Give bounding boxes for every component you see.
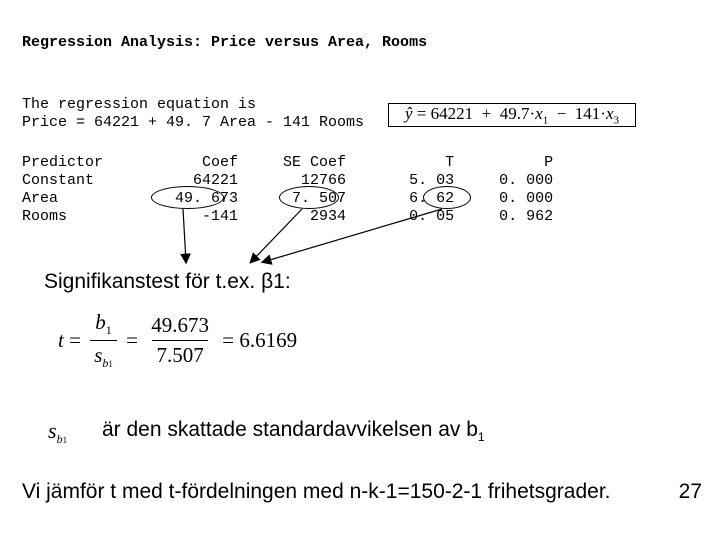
- t-result: 6.6169: [239, 328, 297, 353]
- t-denominator: 7.507: [152, 340, 207, 368]
- equation-intro: The regression equation is: [22, 96, 256, 113]
- title: Regression Analysis: Price versus Area, …: [22, 34, 427, 51]
- regression-table: Predictor Coef SE Coef T P Constant 6422…: [22, 154, 553, 226]
- sb-description: är den skattade standardavvikelsen av b1: [102, 418, 485, 444]
- t-formula: t = b1 sb1 = 49.673 7.507 = 6.6169: [58, 310, 297, 371]
- significance-test-label: Signifikanstest för t.ex. β1:: [44, 270, 291, 294]
- t-numerator: 49.673: [147, 313, 213, 340]
- equation-text: Price = 64221 + 49. 7 Area - 141 Rooms: [22, 114, 364, 131]
- equation-box: ŷ = 64221 + 49.7·x1 − 141·x3: [388, 103, 636, 127]
- bottom-text: Vi jämför t med t-fördelningen med n-k-1…: [22, 480, 611, 504]
- sb-symbol: sb1: [48, 418, 67, 447]
- page-number: 27: [679, 480, 702, 504]
